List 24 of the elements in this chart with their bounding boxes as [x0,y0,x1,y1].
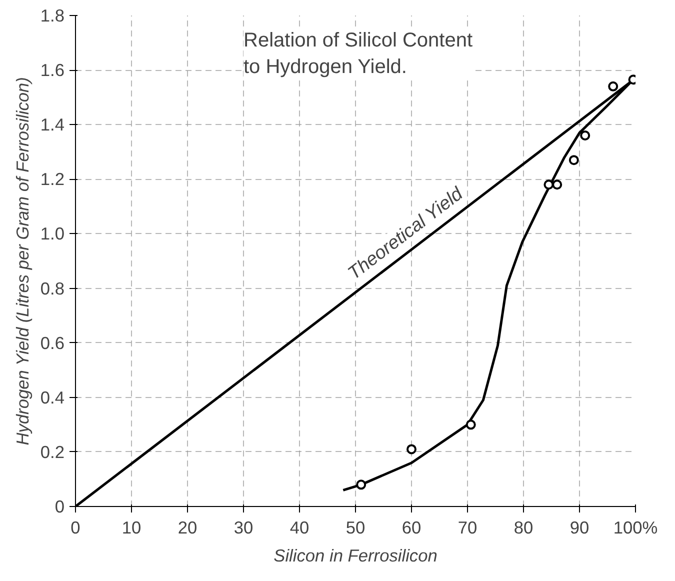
y-tick-label: 0 [54,496,65,516]
x-tick-label: 50 [346,518,366,538]
x-tick-label: 100% [613,518,658,538]
x-axis-title: Silicon in Ferrosilicon [274,546,438,566]
y-tick-label: 1.2 [40,169,65,190]
x-tick-label: 0 [70,518,80,538]
y-tick-label: 1.0 [40,224,65,244]
text: Relation of Silicol Content to Hydrogen Yield. [244,29,473,78]
y-tick-label: 1.8 [40,6,65,26]
y-axis-title: Hydrogen Yield (Litres per Gram of Ferrosilicon) [12,77,32,446]
x-tick-label: 80 [514,518,534,538]
y-tick-label: 0.4 [40,387,65,408]
x-tick-label: 60 [402,518,422,538]
x-tick-label: 30 [234,518,254,538]
x-tick-label: 90 [570,518,590,538]
y-tick-label: 0.2 [40,442,65,462]
y-tick-label: 0.8 [40,278,65,298]
y-tick-label: 0.6 [40,332,65,353]
x-tick-label: 70 [458,518,478,538]
x-tick-label: 40 [290,518,310,538]
x-tick-label: 10 [122,518,142,538]
x-tick-label: 20 [178,518,198,538]
y-tick-label: 1.6 [40,60,65,80]
y-tick-label: 1.4 [40,114,65,135]
